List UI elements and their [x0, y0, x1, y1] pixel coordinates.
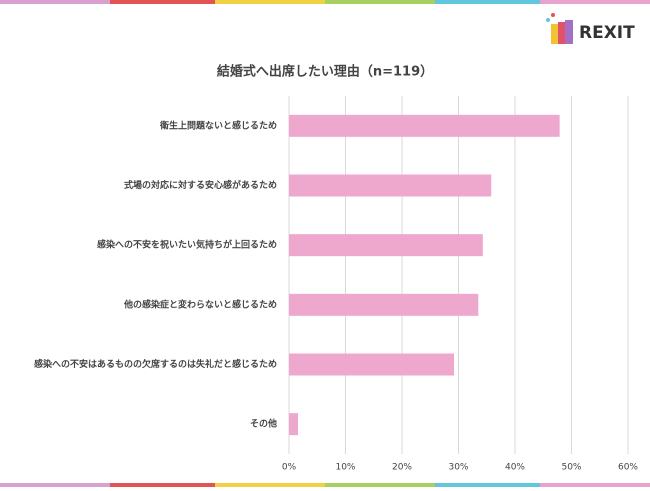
- bar: [289, 413, 299, 436]
- y-tick-label: 感染への不安を祝いたい気持ちが上回るため: [97, 239, 277, 251]
- bar: [289, 114, 560, 137]
- x-tick-label: 30%: [448, 463, 468, 473]
- x-tick-label: 20%: [392, 463, 412, 473]
- x-tick-label: 10%: [335, 463, 355, 473]
- y-tick-label: 衛生上問題ないと感じるため: [159, 119, 277, 131]
- y-tick-label: 感染への不安はあるものの欠席するのは失礼だと感じるため: [34, 358, 277, 370]
- y-tick-label: 他の感染症と変わらないと感じるため: [123, 298, 277, 310]
- chart-title: 結婚式へ出席したい理由（n=119）: [217, 64, 433, 80]
- bar: [289, 353, 454, 376]
- bar: [289, 174, 492, 197]
- x-tick-label: 40%: [505, 463, 525, 473]
- bar: [289, 234, 483, 257]
- y-tick-label: その他: [250, 418, 277, 430]
- y-tick-label: 式場の対応に対する安心感があるため: [124, 179, 277, 191]
- bar: [289, 293, 479, 316]
- x-tick-label: 60%: [618, 463, 638, 473]
- logo-icon: [546, 13, 573, 44]
- x-tick-label: 0%: [282, 463, 297, 473]
- brand-logo: REXIT: [579, 23, 635, 43]
- x-tick-label: 50%: [561, 463, 581, 473]
